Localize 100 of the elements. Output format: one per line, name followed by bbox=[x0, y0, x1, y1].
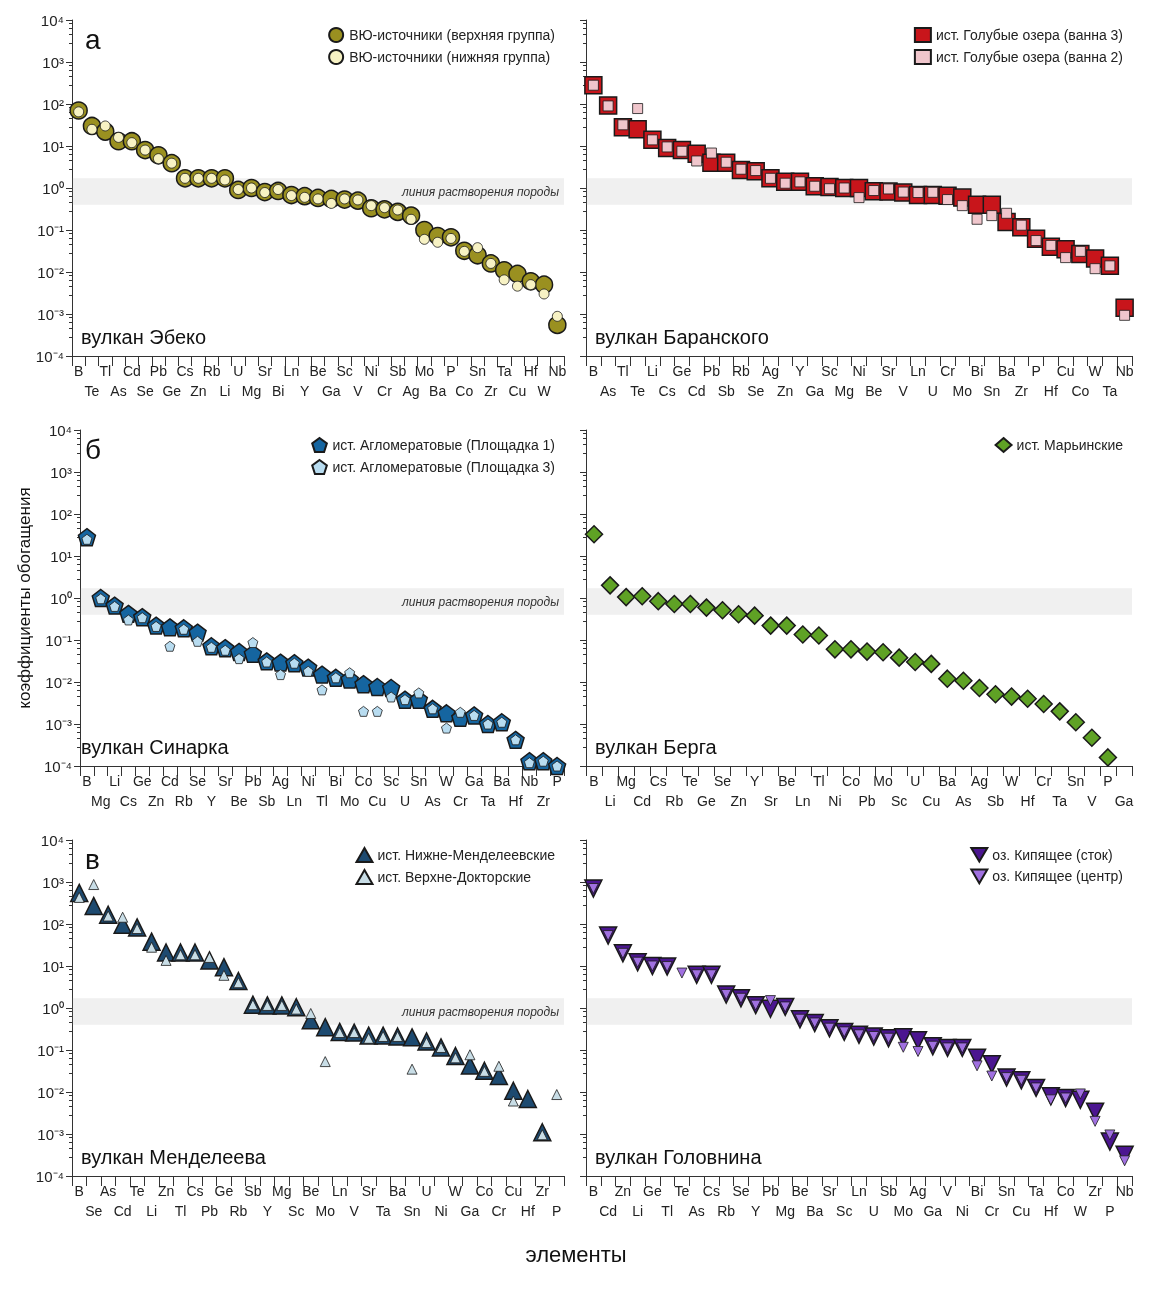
x-tick-label: Ag bbox=[402, 383, 420, 399]
y-tick-label: 10⁻³ bbox=[37, 1125, 64, 1143]
x-tick-label: W bbox=[1088, 363, 1103, 379]
x-tick-label: Ag bbox=[970, 773, 988, 789]
x-tick-label: Pb bbox=[858, 793, 876, 809]
x-tick-label: Be bbox=[230, 793, 248, 809]
x-tick-label: Zn bbox=[730, 793, 747, 809]
x-tick-label: U bbox=[927, 383, 938, 399]
y-tick-label: 10³ bbox=[42, 873, 64, 891]
x-tick-label: Cs bbox=[119, 793, 137, 809]
x-tick-label: Se bbox=[713, 773, 732, 789]
x-tick-label: Be bbox=[309, 363, 327, 379]
x-tick-label: Co bbox=[842, 773, 861, 789]
x-tick-label: Sb bbox=[986, 793, 1005, 809]
x-tick-label: Cs bbox=[176, 363, 194, 379]
x-tick-label: W bbox=[537, 383, 552, 399]
chart-title: в bbox=[85, 843, 100, 875]
x-tick-label: Sn bbox=[469, 363, 487, 379]
y-tick-label: 10⁻³ bbox=[45, 715, 73, 733]
x-tick-label: B bbox=[588, 1183, 599, 1199]
x-tick-label: Te bbox=[630, 383, 646, 399]
x-tick-label: Ta bbox=[1052, 793, 1068, 809]
x-tick-label: Cu bbox=[1056, 363, 1075, 379]
x-tick-label: Rb bbox=[229, 1203, 248, 1219]
x-tick-label: Tl bbox=[99, 363, 112, 379]
x-tick-label: Hf bbox=[1043, 1203, 1058, 1219]
x-tick-label: Bi bbox=[271, 383, 285, 399]
text: вулкан Синарка bbox=[81, 736, 230, 758]
x-tick-label: Mo bbox=[873, 773, 894, 789]
x-tick-label: Rb bbox=[731, 363, 751, 379]
x-tick-label: Pb bbox=[761, 1183, 780, 1199]
legend-label: ист. Голубые озера (ванна 3) bbox=[935, 27, 1123, 43]
legend-label: ист. Верхне-Докторские bbox=[377, 869, 532, 885]
chart-title: а bbox=[85, 23, 101, 55]
x-tick-label: Cd bbox=[633, 793, 652, 809]
x-tick-label: Ge bbox=[214, 1183, 234, 1199]
x-tick-label: B bbox=[589, 773, 599, 789]
x-tick-label: P bbox=[446, 363, 456, 379]
x-tick-label: Ga bbox=[923, 1203, 943, 1219]
x-tick-label: B bbox=[74, 1183, 84, 1199]
x-tick-label: Zn bbox=[777, 383, 794, 399]
x-tick-label: Bi bbox=[970, 1183, 984, 1199]
x-tick-label: Co bbox=[475, 1183, 494, 1199]
x-tick-label: Sb bbox=[717, 383, 735, 399]
x-tick-label: Ba bbox=[429, 383, 447, 399]
legend-label: оз. Кипящее (сток) bbox=[992, 846, 1113, 863]
x-tick-label: Sr bbox=[257, 363, 273, 379]
legend-label: ист. Голубые озера (ванна 2) bbox=[935, 49, 1123, 65]
x-tick-label: Ag bbox=[271, 773, 290, 789]
x-tick-label: Mo bbox=[952, 383, 973, 399]
x-tick-label: Pb bbox=[244, 773, 262, 789]
x-tick-label: B bbox=[73, 363, 84, 379]
x-tick-label: As bbox=[688, 1203, 705, 1219]
x-tick-label: Ge bbox=[672, 363, 692, 379]
x-tick-label: P bbox=[1103, 773, 1113, 789]
x-tick-label: V bbox=[353, 383, 364, 399]
y-tick-label: 10¹ bbox=[42, 137, 64, 155]
x-tick-label: Ni bbox=[434, 1203, 448, 1219]
x-tick-label: Y bbox=[749, 773, 760, 789]
x-tick-label: Ln bbox=[851, 1183, 867, 1199]
x-tick-label: Sr bbox=[361, 1183, 376, 1199]
x-tick-label: Ga bbox=[460, 1203, 480, 1219]
x-tick-label: Cs bbox=[702, 1183, 720, 1199]
x-tick-label: Sn bbox=[410, 773, 428, 789]
x-tick-label: Sr bbox=[881, 363, 896, 379]
x-tick-label: Ge bbox=[162, 383, 182, 399]
x-tick-label: Y bbox=[795, 363, 806, 379]
x-tick-label: Cr bbox=[377, 383, 393, 399]
x-tick-label: B bbox=[82, 773, 92, 789]
x-tick-label: Mo bbox=[315, 1203, 336, 1219]
x-tick-label: Cd bbox=[122, 363, 141, 379]
x-tick-label: P bbox=[552, 773, 562, 789]
x-tick-label: Ta bbox=[375, 1203, 391, 1219]
x-tick-label: Cr bbox=[491, 1203, 507, 1219]
x-tick-label: Ta bbox=[1102, 383, 1118, 399]
x-tick-label: Ge bbox=[697, 793, 716, 809]
x-tick-label: Tl bbox=[617, 363, 629, 379]
x-tick-label: Tl bbox=[174, 1203, 187, 1219]
y-tick-label: 10⁰ bbox=[42, 179, 64, 197]
x-tick-label: Te bbox=[682, 773, 698, 789]
x-tick-label: Sb bbox=[389, 363, 407, 379]
x-tick-label: Zr bbox=[536, 793, 551, 809]
x-tick-label: Be bbox=[791, 1183, 809, 1199]
x-tick-label: Ln bbox=[286, 793, 303, 809]
x-tick-label: W bbox=[439, 773, 454, 789]
x-tick-label: Sc bbox=[821, 363, 838, 379]
y-tick-label: 10³ bbox=[50, 463, 73, 481]
x-tick-label: Cr bbox=[452, 793, 469, 809]
x-tick-label: Y bbox=[262, 1203, 273, 1219]
x-tick-label: Ta bbox=[1028, 1183, 1044, 1199]
y-tick-label: 10⁴ bbox=[40, 831, 64, 849]
x-tick-label: Sc bbox=[288, 1203, 305, 1219]
x-tick-label: Se bbox=[189, 773, 207, 789]
x-tick-label: Zn bbox=[614, 1183, 632, 1199]
y-tick-label: 10⁻¹ bbox=[45, 631, 73, 649]
x-tick-label: Cu bbox=[508, 383, 527, 399]
legend-label: ист. Нижне-Менделеевские bbox=[377, 847, 556, 863]
x-tick-label: U bbox=[868, 1203, 879, 1219]
x-tick-label: Zr bbox=[1014, 383, 1029, 399]
x-tick-label: Co bbox=[354, 773, 373, 789]
